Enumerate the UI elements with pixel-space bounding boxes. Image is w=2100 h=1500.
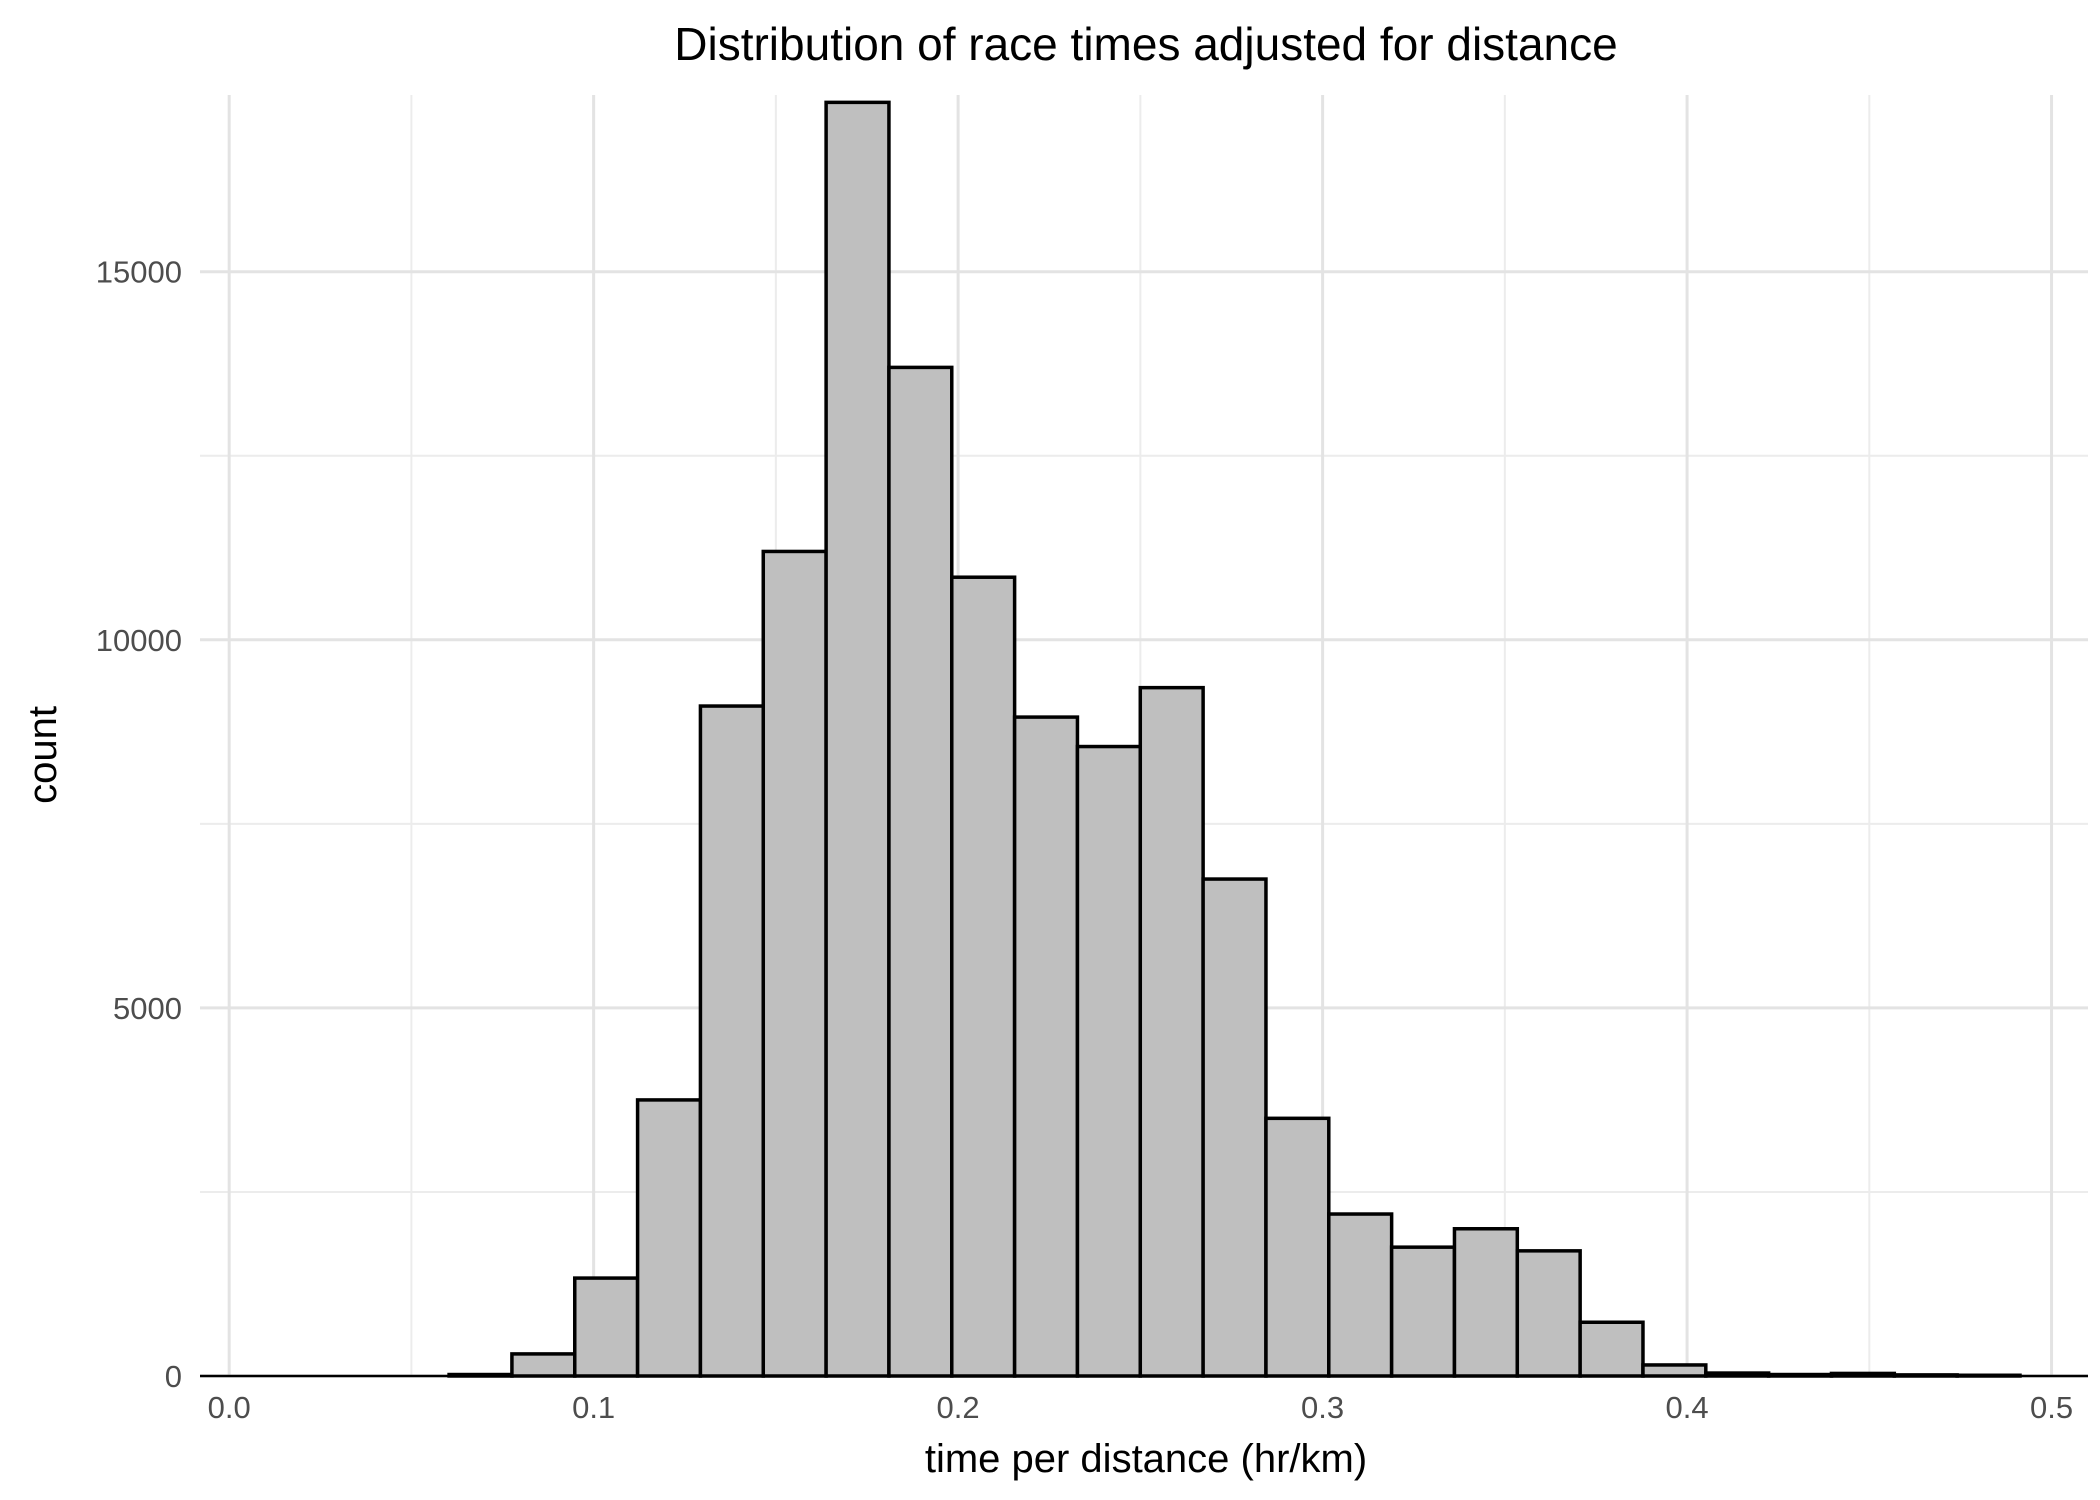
histogram-bar bbox=[1389, 1245, 1457, 1378]
histogram-bar bbox=[1264, 1116, 1331, 1378]
histogram-bar bbox=[573, 1276, 640, 1378]
histogram-bar bbox=[1201, 877, 1268, 1378]
x-axis-label: time per distance (hr/km) bbox=[925, 1437, 1367, 1481]
y-tick-label: 15000 bbox=[96, 255, 182, 290]
histogram-bar bbox=[698, 704, 766, 1378]
x-tick-label: 0.3 bbox=[1301, 1390, 1344, 1425]
histogram-bar bbox=[1515, 1249, 1582, 1378]
y-axis-tick-labels: 0 5000 10000 15000 bbox=[96, 255, 182, 1394]
histogram-bar bbox=[635, 1098, 703, 1378]
histogram-bar bbox=[1327, 1212, 1394, 1378]
y-tick-label: 5000 bbox=[113, 991, 182, 1026]
histogram-bar bbox=[887, 365, 954, 1378]
histogram-bar bbox=[1452, 1227, 1520, 1378]
histogram-bar bbox=[761, 549, 828, 1378]
histogram-bar bbox=[1075, 744, 1143, 1378]
histogram-bar bbox=[1641, 1363, 1708, 1378]
histogram-bars bbox=[447, 100, 2022, 1378]
x-tick-label: 0.0 bbox=[208, 1390, 251, 1425]
x-tick-label: 0.2 bbox=[937, 1390, 980, 1425]
chart-title: Distribution of race times adjusted for … bbox=[674, 18, 1617, 70]
y-tick-label: 10000 bbox=[96, 623, 182, 658]
histogram-bar bbox=[824, 100, 891, 1378]
x-tick-label: 0.1 bbox=[572, 1390, 615, 1425]
histogram-bar bbox=[950, 575, 1017, 1378]
y-axis-label: count bbox=[21, 706, 65, 804]
histogram-bar bbox=[1012, 715, 1080, 1378]
histogram-bar bbox=[1578, 1320, 1645, 1378]
histogram-bar bbox=[510, 1352, 577, 1378]
y-tick-label: 0 bbox=[165, 1359, 182, 1394]
x-tick-label: 0.4 bbox=[1666, 1390, 1709, 1425]
x-tick-label: 0.5 bbox=[2030, 1390, 2073, 1425]
histogram-bar bbox=[1138, 685, 1205, 1378]
x-axis-tick-labels: 0.0 0.1 0.2 0.3 0.4 0.5 bbox=[208, 1390, 2074, 1425]
